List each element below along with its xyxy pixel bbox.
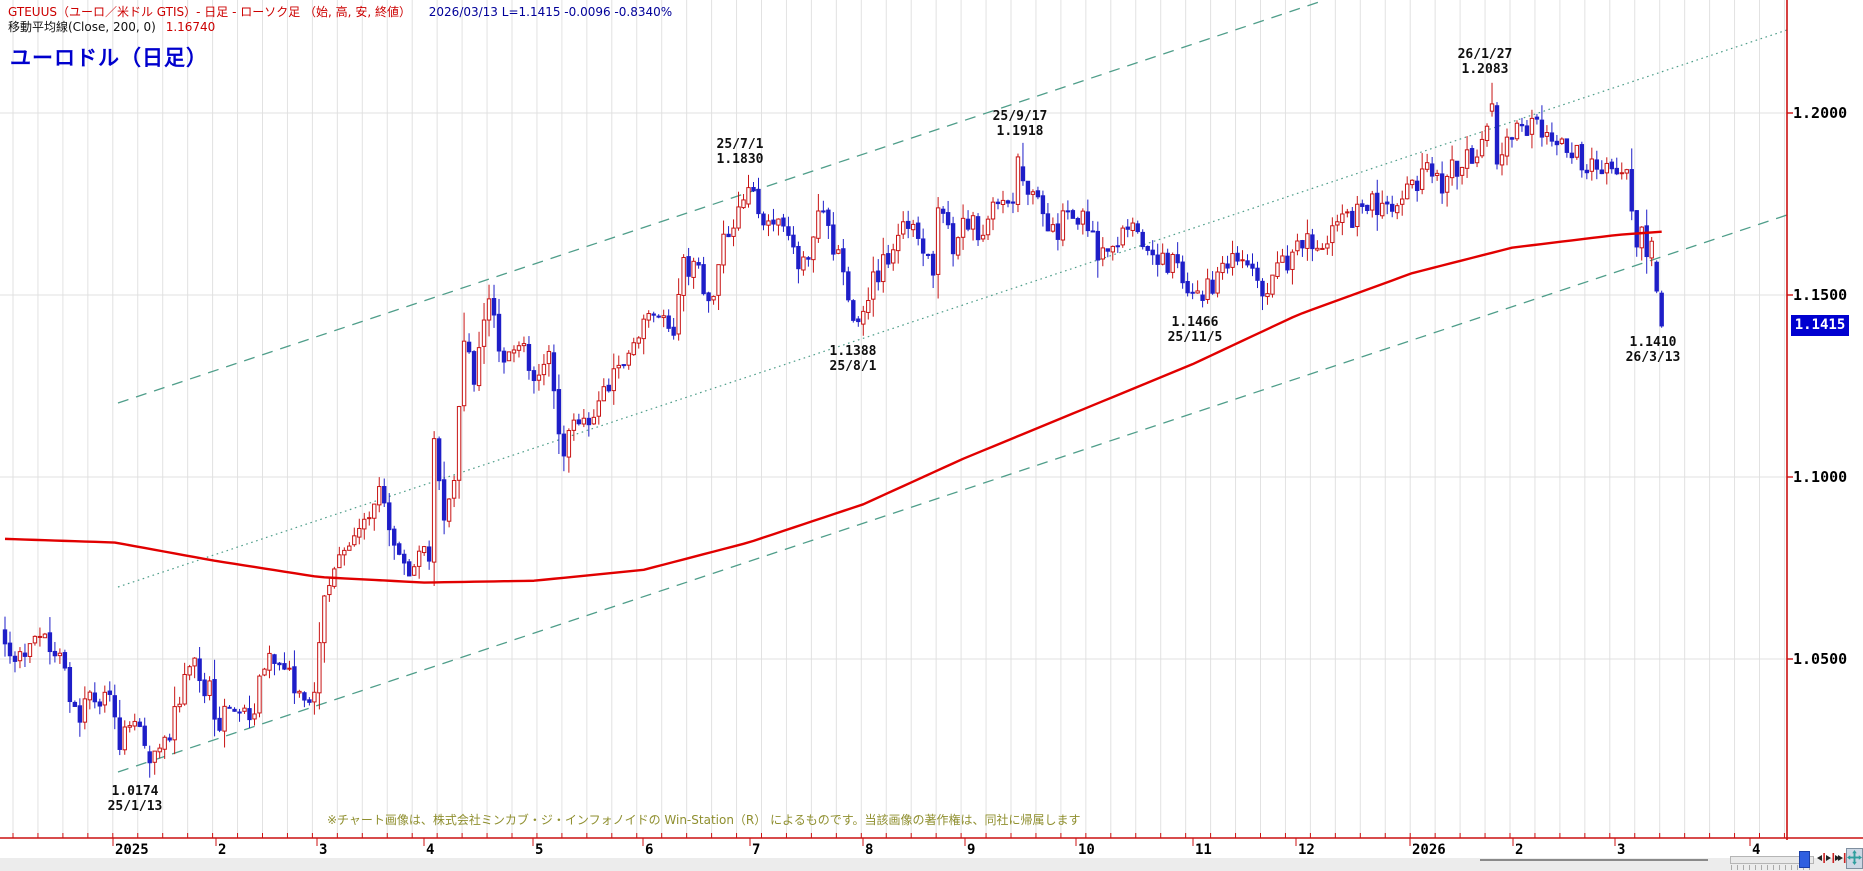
pan-mode-button[interactable] — [1846, 848, 1863, 869]
annotation-line: 25/1/13 — [107, 799, 163, 814]
page-title: ユーロドル（日足） — [10, 46, 208, 70]
key-point-annotation: 1.1410 26/3/13 — [1598, 335, 1708, 365]
arrows-to-bar-icon — [1816, 852, 1831, 868]
annotation-line: 26/1/27 — [1457, 47, 1513, 62]
month-label: 11 — [1195, 842, 1212, 858]
bottom-toolbar-strip — [0, 858, 1863, 871]
key-point-annotation: 1.1466 25/11/5 — [1140, 315, 1250, 345]
bar-width-slider-ticks — [1731, 865, 1811, 870]
ma-indicator-value: 1.16740 — [165, 20, 216, 34]
last-quote-info: 2026/03/13 L=1.1415 -0.0096 -0.8340% — [428, 5, 673, 19]
annotation-line: 1.1830 — [716, 152, 764, 167]
annotation-line: 1.1410 — [1629, 335, 1677, 350]
key-point-annotation: 1.1388 25/8/1 — [798, 344, 908, 374]
annotation-line: 1.1918 — [996, 124, 1044, 139]
month-label: 5 — [535, 842, 544, 858]
month-label: 4 — [426, 842, 435, 858]
month-label: 3 — [319, 842, 328, 858]
month-label: 2 — [218, 842, 227, 858]
price-axis-label: 1.0500 — [1793, 650, 1848, 668]
month-label: 3 — [1617, 842, 1626, 858]
expand-bars-button[interactable] — [1831, 850, 1846, 868]
bar-width-slider-thumb[interactable] — [1799, 851, 1810, 868]
copyright-disclaimer: ※チャート画像は、株式会社ミンカブ・ジ・インフォノイドの Win-Station… — [327, 813, 1081, 827]
compress-bars-button[interactable] — [1816, 850, 1831, 868]
key-point-annotation: 25/7/1 1.1830 — [685, 137, 795, 167]
month-label: 8 — [865, 842, 874, 858]
month-label: 2 — [1515, 842, 1524, 858]
month-label: 6 — [645, 842, 654, 858]
annotation-line: 1.1388 — [829, 344, 877, 359]
instrument-title: GTEUUS（ユーロ／米ドル GTIS）- 日足 - ローソク足 （始, 高, … — [8, 5, 411, 19]
annotation-line: 1.2083 — [1461, 62, 1509, 77]
annotation-line: 25/7/1 — [716, 137, 764, 152]
chart-scroll-track[interactable] — [1480, 859, 1708, 861]
month-label: 2025 — [115, 842, 149, 858]
arrows-from-bar-icon — [1832, 852, 1846, 868]
annotation-line: 1.1466 — [1171, 315, 1219, 330]
ma-indicator-label: 移動平均線(Close, 200, 0) — [8, 20, 156, 34]
chart-header-line2: 移動平均線(Close, 200, 0) 1.16740 — [8, 18, 215, 35]
price-axis-label: 1.2000 — [1793, 104, 1848, 122]
annotation-line: 26/3/13 — [1625, 350, 1681, 365]
month-label: 4 — [1752, 842, 1761, 858]
month-label: 2026 — [1412, 842, 1446, 858]
chart-header-line1: GTEUUS（ユーロ／米ドル GTIS）- 日足 - ローソク足 （始, 高, … — [8, 3, 672, 20]
annotation-line: 25/11/5 — [1167, 330, 1223, 345]
month-label: 9 — [967, 842, 976, 858]
move-cross-icon — [1847, 849, 1862, 868]
month-label: 7 — [752, 842, 761, 858]
key-point-annotation: 1.0174 25/1/13 — [80, 784, 190, 814]
month-label: 12 — [1298, 842, 1315, 858]
bar-width-slider[interactable] — [1730, 856, 1814, 864]
month-label: 10 — [1078, 842, 1095, 858]
key-point-annotation: 25/9/17 1.1918 — [965, 109, 1075, 139]
annotation-line: 25/8/1 — [829, 359, 877, 374]
key-point-annotation: 26/1/27 1.2083 — [1430, 47, 1540, 77]
current-price-badge: 1.1415 — [1791, 315, 1849, 336]
price-axis-label: 1.1000 — [1793, 468, 1848, 486]
price-axis-label: 1.1500 — [1793, 286, 1848, 304]
annotation-line: 25/9/17 — [992, 109, 1048, 124]
annotation-line: 1.0174 — [111, 784, 159, 799]
